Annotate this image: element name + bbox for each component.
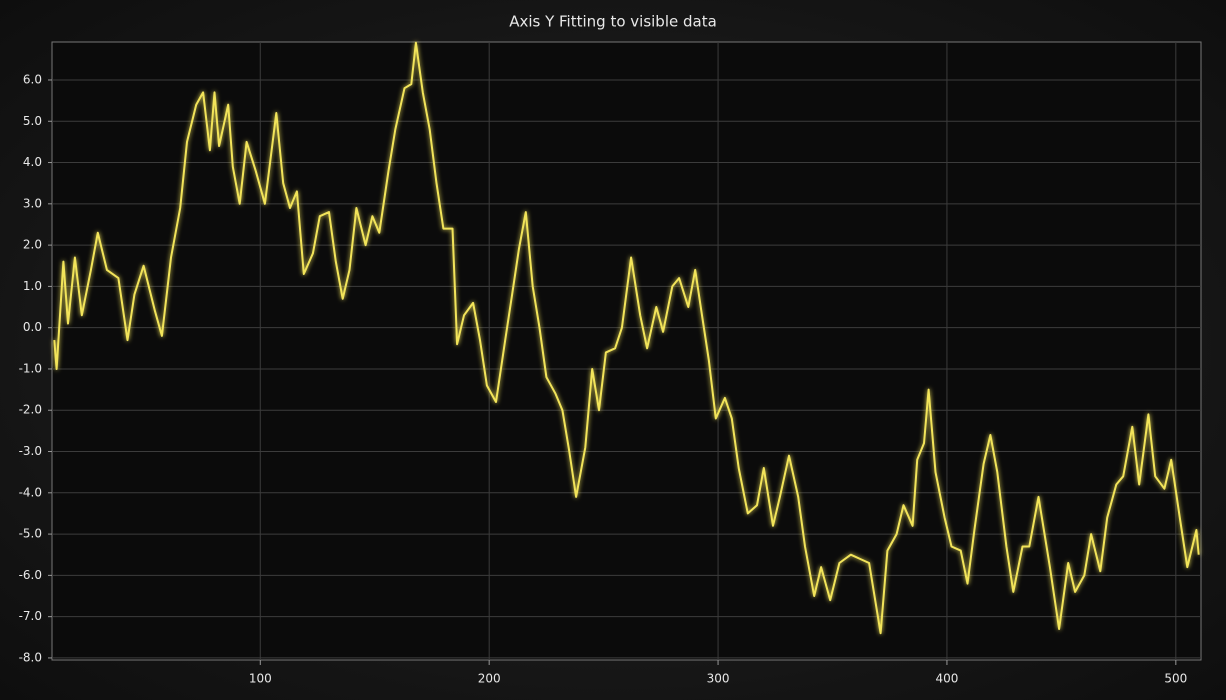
y-tick-label: 3.0 (23, 196, 42, 210)
y-tick-label: -2.0 (19, 403, 42, 417)
y-tick-label: 1.0 (23, 279, 42, 293)
y-tick-label: -1.0 (19, 361, 42, 375)
x-tick-label: 500 (1164, 672, 1187, 686)
y-tick-label: 6.0 (23, 72, 42, 86)
y-tick-label: 5.0 (23, 114, 42, 128)
y-tick-label: -7.0 (19, 609, 42, 623)
y-tick-label: -5.0 (19, 527, 42, 541)
x-tick-label: 300 (707, 672, 730, 686)
y-tick-label: 0.0 (23, 320, 42, 334)
x-tick-label: 400 (935, 672, 958, 686)
chart-title: Axis Y Fitting to visible data (509, 13, 717, 31)
y-tick-label: 4.0 (23, 155, 42, 169)
y-tick-label: -3.0 (19, 444, 42, 458)
x-tick-label: 100 (249, 672, 272, 686)
y-tick-label: 2.0 (23, 238, 42, 252)
y-tick-label: -8.0 (19, 650, 42, 664)
y-tick-label: -6.0 (19, 568, 42, 582)
x-tick-label: 200 (478, 672, 501, 686)
plot-area (51, 41, 1202, 661)
data-line (53, 41, 1200, 635)
y-tick-label: -4.0 (19, 485, 42, 499)
